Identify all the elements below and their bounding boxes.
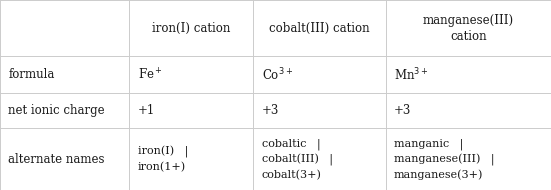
Text: Co$^{3+}$: Co$^{3+}$: [262, 66, 293, 83]
Text: net ionic charge: net ionic charge: [8, 104, 105, 117]
Text: manganese(III)
cation: manganese(III) cation: [423, 13, 514, 43]
Text: cobalt(III) cation: cobalt(III) cation: [269, 21, 370, 35]
Text: +3: +3: [394, 104, 412, 117]
Text: Mn$^{3+}$: Mn$^{3+}$: [394, 66, 429, 83]
Text: iron(I)   |
iron(1+): iron(I) | iron(1+): [138, 146, 188, 172]
Text: formula: formula: [8, 68, 55, 81]
Text: alternate names: alternate names: [8, 153, 105, 166]
Text: +1: +1: [138, 104, 155, 117]
Text: cobaltic   |
cobalt(III)   |
cobalt(3+): cobaltic | cobalt(III) | cobalt(3+): [262, 138, 333, 180]
Text: iron(I) cation: iron(I) cation: [152, 21, 231, 35]
Text: +3: +3: [262, 104, 279, 117]
Text: Fe$^+$: Fe$^+$: [138, 67, 163, 82]
Text: manganic   |
manganese(III)   |
manganese(3+): manganic | manganese(III) | manganese(3+…: [394, 138, 494, 180]
